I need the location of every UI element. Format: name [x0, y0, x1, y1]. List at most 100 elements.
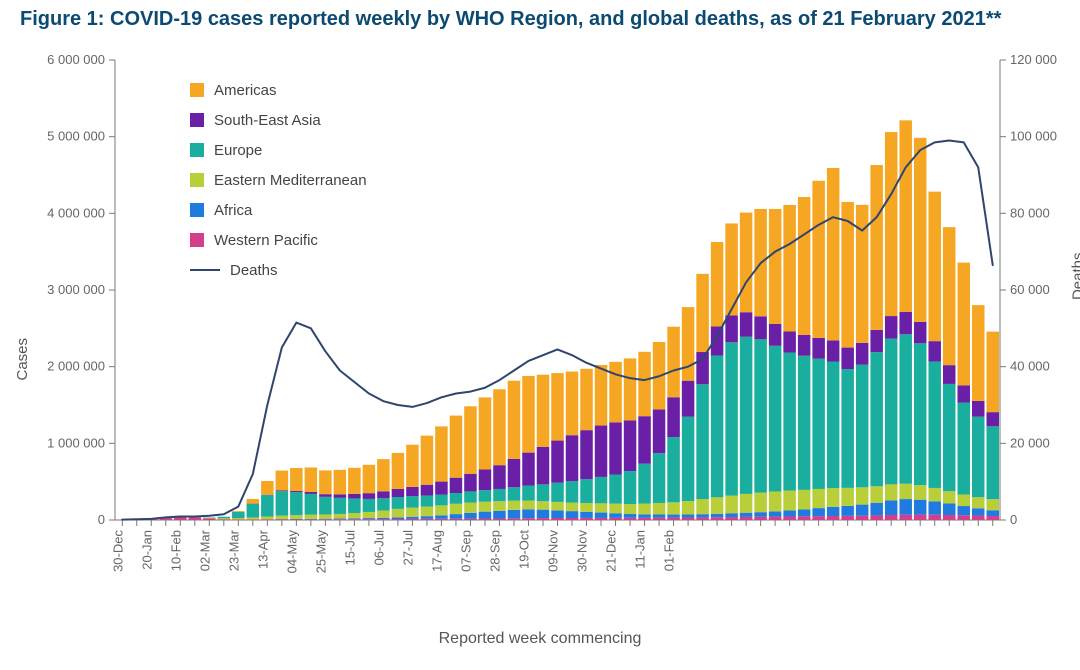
- bar-segment: [319, 519, 332, 520]
- bar-segment: [580, 479, 593, 503]
- bar-segment: [348, 519, 361, 520]
- bar-segment: [493, 389, 506, 465]
- y-left-tick-label: 1 000 000: [47, 435, 105, 450]
- bar-segment: [232, 519, 245, 520]
- bar-segment: [450, 493, 463, 504]
- bar-segment: [914, 515, 927, 520]
- bar-segment: [551, 373, 564, 440]
- x-tick-label: 09-Nov: [546, 530, 561, 572]
- bar-segment: [798, 197, 811, 335]
- bar-segment: [740, 337, 753, 494]
- x-tick-label: 25-May: [313, 530, 328, 574]
- bar-segment: [943, 365, 956, 384]
- bar-segment: [290, 492, 303, 515]
- x-tick-label: 06-Jul: [371, 530, 386, 566]
- legend: AmericasSouth-East AsiaEuropeEastern Med…: [190, 75, 367, 285]
- x-tick-label: 15-Jul: [342, 530, 357, 566]
- bar-segment: [551, 502, 564, 510]
- legend-swatch: [190, 173, 204, 187]
- bar-segment: [522, 376, 535, 453]
- bar-segment: [566, 518, 579, 520]
- y-axis-right-label: Deaths: [1070, 253, 1080, 301]
- bar-segment: [957, 506, 970, 515]
- bar-segment: [406, 496, 419, 508]
- y-right-tick-label: 60 000: [1010, 282, 1050, 297]
- bar-segment: [972, 508, 985, 515]
- legend-label: Deaths: [230, 262, 278, 279]
- x-tick-label: 27-Jul: [400, 530, 415, 566]
- bar-segment: [377, 519, 390, 520]
- bar-segment: [392, 509, 405, 517]
- bar-segment: [522, 486, 535, 501]
- bar-segment: [348, 513, 361, 518]
- legend-swatch: [190, 143, 204, 157]
- bar-segment: [696, 499, 709, 514]
- bar-segment: [986, 510, 999, 516]
- bar-segment: [624, 514, 637, 518]
- bar-segment: [754, 512, 767, 517]
- bar-segment: [783, 510, 796, 516]
- bar-segment: [464, 491, 477, 502]
- bar-segment: [609, 504, 622, 514]
- bar-segment: [508, 487, 521, 500]
- bar-segment: [769, 346, 782, 492]
- x-tick-label: 10-Feb: [168, 530, 183, 571]
- bar-segment: [870, 352, 883, 486]
- bar-segment: [493, 511, 506, 519]
- legend-label: Western Pacific: [214, 232, 318, 249]
- legend-label: Americas: [214, 82, 277, 99]
- x-tick-label: 17-Aug: [429, 530, 444, 572]
- bar-segment: [638, 464, 651, 504]
- legend-item: Deaths: [190, 255, 367, 285]
- bar-segment: [261, 495, 274, 516]
- x-tick-label: 19-Oct: [516, 530, 531, 569]
- bar-segment: [667, 437, 680, 502]
- bar-segment: [450, 416, 463, 478]
- bar-segment: [841, 516, 854, 520]
- bar-segment: [406, 519, 419, 520]
- bar-segment: [203, 518, 216, 519]
- bar-segment: [870, 330, 883, 352]
- bar-segment: [595, 477, 608, 503]
- bar-segment: [957, 515, 970, 520]
- bar-segment: [479, 512, 492, 519]
- bar-segment: [363, 518, 376, 519]
- x-tick-label: 30-Dec: [110, 530, 125, 572]
- bar-segment: [769, 324, 782, 346]
- bar-segment: [725, 342, 738, 495]
- bar-segment: [885, 132, 898, 316]
- bar-segment: [247, 504, 260, 518]
- bar-segment: [464, 503, 477, 513]
- bar-segment: [638, 352, 651, 416]
- bar-segment: [769, 491, 782, 511]
- bar-segment: [972, 497, 985, 508]
- bar-segment: [754, 316, 767, 339]
- bar-segment: [754, 493, 767, 513]
- bar-segment: [319, 494, 332, 497]
- bar-segment: [638, 518, 651, 520]
- bar-segment: [566, 503, 579, 511]
- bar-segment: [885, 500, 898, 515]
- bar-segment: [276, 471, 289, 491]
- bar-segment: [276, 516, 289, 519]
- bar-segment: [232, 518, 245, 519]
- legend-swatch: [190, 233, 204, 247]
- bar-segment: [754, 339, 767, 492]
- bar-segment: [841, 506, 854, 516]
- bar-segment: [363, 493, 376, 499]
- bar-segment: [464, 406, 477, 473]
- bar-segment: [435, 515, 448, 518]
- bar-segment: [885, 484, 898, 500]
- bar-segment: [943, 227, 956, 365]
- bar-segment: [348, 468, 361, 494]
- bar-segment: [319, 519, 332, 520]
- bar-segment: [305, 492, 318, 494]
- bar-segment: [624, 504, 637, 514]
- bar-segment: [972, 401, 985, 417]
- bar-segment: [377, 518, 390, 519]
- bar-segment: [435, 505, 448, 515]
- bar-segment: [783, 491, 796, 511]
- bar-segment: [276, 490, 289, 491]
- bar-segment: [508, 510, 521, 518]
- bar-segment: [537, 447, 550, 485]
